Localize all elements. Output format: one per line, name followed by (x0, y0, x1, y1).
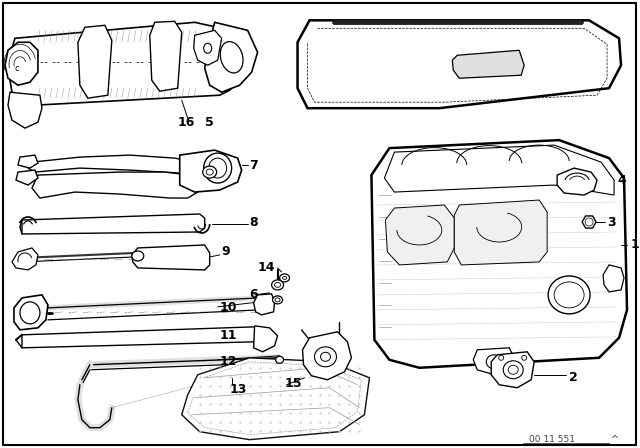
Polygon shape (12, 248, 38, 270)
Polygon shape (32, 172, 200, 198)
Ellipse shape (548, 276, 590, 314)
Polygon shape (18, 155, 38, 168)
Polygon shape (385, 145, 614, 195)
Ellipse shape (132, 251, 144, 261)
Ellipse shape (321, 352, 330, 361)
Text: 15: 15 (285, 377, 302, 390)
Polygon shape (182, 358, 369, 439)
Polygon shape (16, 170, 38, 185)
Text: 9: 9 (221, 246, 230, 258)
Ellipse shape (204, 153, 232, 183)
Ellipse shape (486, 355, 502, 369)
Ellipse shape (275, 298, 280, 302)
Text: 1: 1 (631, 238, 640, 251)
Polygon shape (180, 150, 242, 192)
Polygon shape (8, 92, 42, 128)
Polygon shape (78, 25, 112, 98)
Ellipse shape (206, 169, 213, 175)
Ellipse shape (554, 282, 584, 308)
Polygon shape (371, 140, 627, 368)
Ellipse shape (522, 355, 527, 360)
Text: 6: 6 (250, 289, 258, 302)
Text: c: c (228, 46, 232, 55)
Polygon shape (557, 168, 597, 195)
Text: 3: 3 (607, 215, 616, 228)
Ellipse shape (283, 276, 287, 280)
Text: 16: 16 (178, 116, 195, 129)
Polygon shape (5, 42, 38, 85)
Text: 4: 4 (617, 173, 626, 186)
Polygon shape (28, 155, 200, 173)
Polygon shape (8, 22, 250, 105)
Text: 8: 8 (250, 215, 258, 228)
Ellipse shape (209, 158, 227, 178)
Polygon shape (150, 22, 182, 91)
Ellipse shape (508, 365, 518, 374)
Polygon shape (22, 327, 260, 348)
Text: 12: 12 (220, 355, 237, 368)
Text: 11: 11 (220, 329, 237, 342)
Text: 14: 14 (258, 262, 275, 275)
Ellipse shape (20, 302, 40, 324)
Polygon shape (385, 205, 454, 265)
Ellipse shape (585, 218, 593, 226)
Text: 5: 5 (205, 116, 213, 129)
Polygon shape (603, 265, 624, 292)
Ellipse shape (271, 280, 284, 290)
Polygon shape (298, 20, 621, 108)
Ellipse shape (503, 361, 523, 379)
Polygon shape (14, 295, 48, 330)
Polygon shape (473, 348, 514, 375)
Ellipse shape (273, 296, 283, 304)
Polygon shape (454, 200, 547, 265)
Text: 2: 2 (569, 371, 578, 384)
Ellipse shape (499, 355, 504, 360)
Text: 7: 7 (250, 159, 259, 172)
Ellipse shape (275, 282, 280, 288)
Polygon shape (253, 326, 278, 352)
Polygon shape (205, 22, 258, 92)
Text: 13: 13 (230, 383, 247, 396)
Text: ^: ^ (611, 435, 619, 445)
Polygon shape (582, 216, 596, 228)
Ellipse shape (280, 274, 289, 282)
Ellipse shape (276, 356, 284, 363)
Polygon shape (303, 332, 351, 380)
Ellipse shape (220, 42, 243, 73)
Polygon shape (452, 50, 524, 78)
Polygon shape (492, 352, 534, 388)
Polygon shape (132, 245, 210, 270)
Polygon shape (253, 294, 275, 315)
Ellipse shape (204, 43, 212, 53)
Ellipse shape (203, 166, 217, 178)
Polygon shape (22, 214, 205, 234)
Ellipse shape (314, 347, 337, 367)
Polygon shape (194, 30, 221, 65)
Text: 10: 10 (220, 302, 237, 314)
Text: 00 11 551: 00 11 551 (529, 435, 575, 444)
Text: c: c (15, 64, 20, 73)
